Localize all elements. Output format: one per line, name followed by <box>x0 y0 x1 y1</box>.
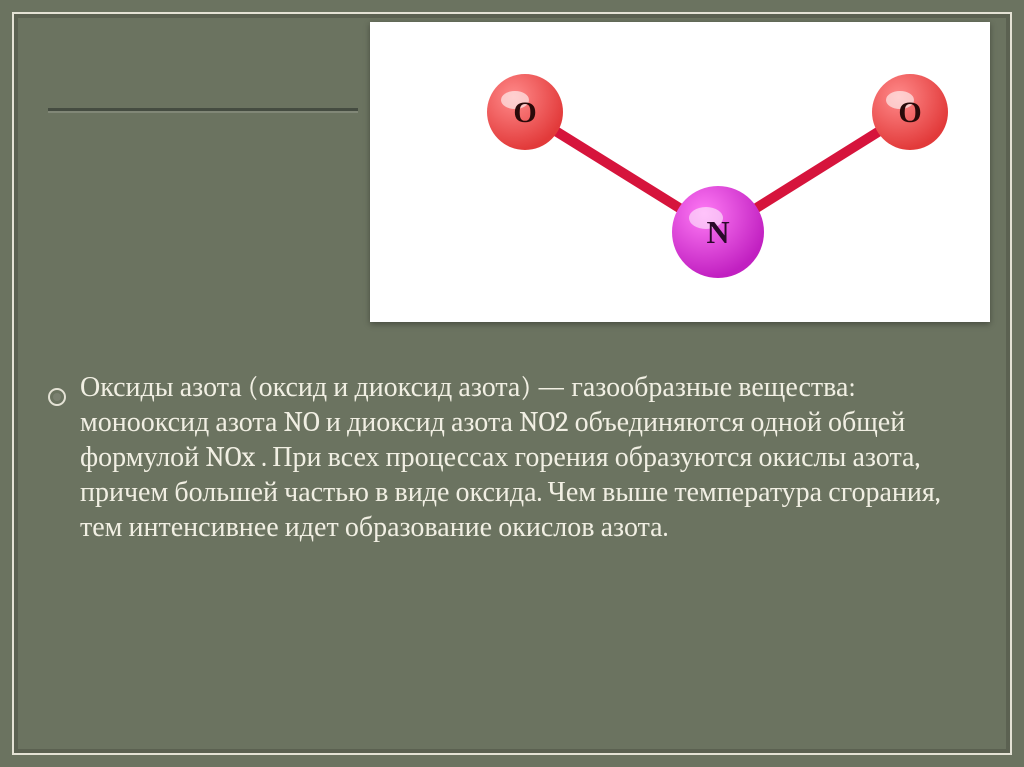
atom-nitrogen-label: N <box>706 214 729 250</box>
molecule-diagram: O O N <box>370 22 990 322</box>
slide: O O N Оксиды азота (оксид и диоксид азот… <box>0 0 1024 767</box>
molecule-card: O O N <box>370 22 990 322</box>
body-paragraph: Оксиды азота (оксид и диоксид азота) — г… <box>80 370 964 545</box>
bullet-icon <box>48 380 66 415</box>
body-text-block: Оксиды азота (оксид и диоксид азота) — г… <box>48 370 964 545</box>
atom-oxygen-left-label: O <box>513 96 536 129</box>
title-underline <box>48 108 358 111</box>
atom-oxygen-right-label: O <box>898 96 921 129</box>
bullet-item: Оксиды азота (оксид и диоксид азота) — г… <box>48 370 964 545</box>
